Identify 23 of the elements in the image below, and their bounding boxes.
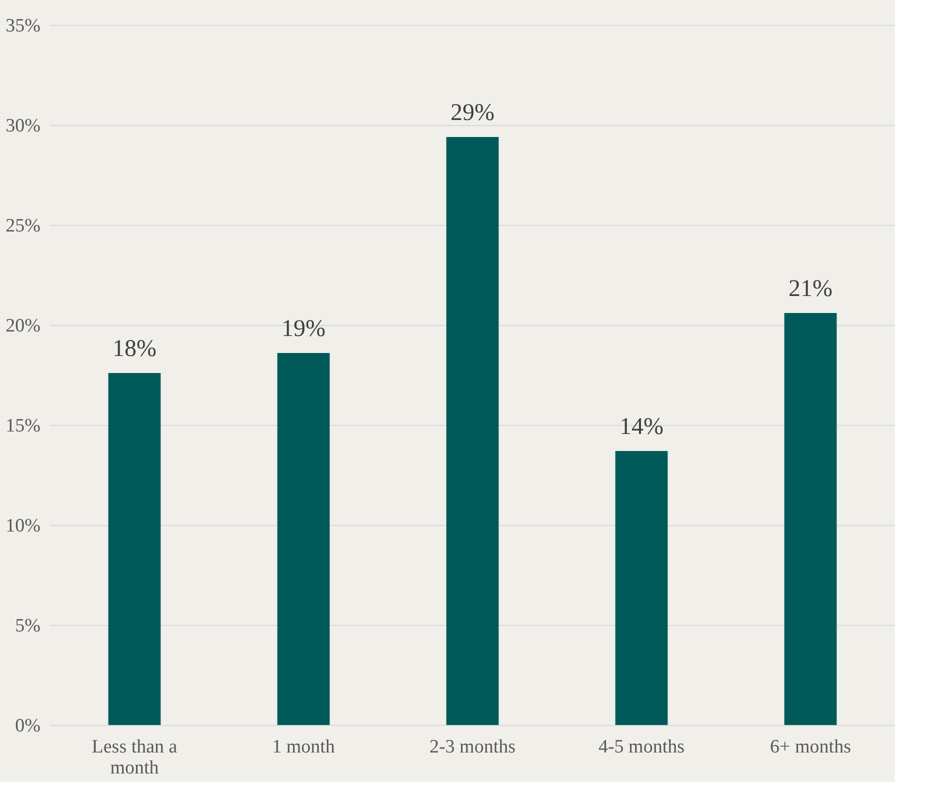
y-tick-label: 35% <box>6 16 41 36</box>
data-label: 29% <box>450 100 494 126</box>
bar <box>277 353 330 725</box>
bar <box>446 137 499 725</box>
x-tick-label: 1 month <box>272 736 336 758</box>
data-label: 19% <box>282 316 326 342</box>
y-tick-label: 25% <box>6 216 41 236</box>
x-tick-label: 4-5 months <box>598 736 685 758</box>
x-tick-label: Less than a month <box>92 736 178 778</box>
data-label: 14% <box>620 414 664 440</box>
data-label: 18% <box>112 336 156 362</box>
bar <box>784 313 837 725</box>
y-tick-label: 30% <box>6 116 41 136</box>
y-tick-label: 10% <box>6 516 41 536</box>
bar <box>615 451 668 725</box>
x-tick-label: 2-3 months <box>429 736 516 758</box>
x-tick-label: 6+ months <box>770 736 851 758</box>
y-tick-label: 5% <box>15 616 41 636</box>
y-tick-label: 0% <box>15 716 41 736</box>
data-label: 21% <box>788 276 832 302</box>
y-tick-label: 20% <box>6 316 41 336</box>
y-tick-label: 15% <box>6 416 41 436</box>
bar <box>108 373 161 725</box>
